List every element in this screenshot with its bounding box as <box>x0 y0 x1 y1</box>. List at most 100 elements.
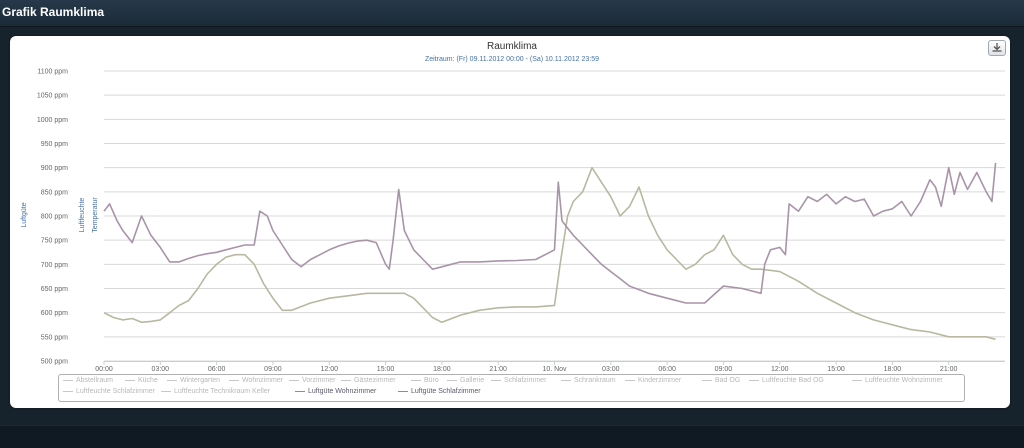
x-tick-label: 21:00 <box>940 366 958 373</box>
x-tick-label: 18:00 <box>433 366 451 373</box>
legend-label: Kinderzimmer <box>638 377 682 384</box>
legend-label: Bad OG <box>715 377 741 384</box>
window-title: Grafik Raumklima <box>2 5 105 19</box>
y-tick-label: 850 ppm <box>41 189 68 196</box>
y-tick-label: 500 ppm <box>41 359 68 366</box>
download-icon <box>992 43 1002 52</box>
x-tick-label: 21:00 <box>489 366 507 373</box>
y-tick-label: 750 ppm <box>41 238 68 245</box>
legend-item[interactable]: Bad OG <box>702 377 740 384</box>
legend-swatch-icon <box>411 379 421 381</box>
y-tick-label: 650 ppm <box>41 286 68 293</box>
legend-swatch-icon <box>125 379 135 381</box>
legend-swatch-icon <box>852 379 862 381</box>
legend-label: Luftfeuchte Wohnzimmer <box>865 377 943 384</box>
legend-swatch-icon <box>398 390 408 392</box>
x-tick-label: 06:00 <box>658 366 676 373</box>
legend-swatch-icon <box>229 379 239 381</box>
y-tick-label: 950 ppm <box>41 141 68 148</box>
legend-item[interactable]: Küche <box>125 377 158 384</box>
legend-label: Wohnzimmer <box>242 377 284 384</box>
legend-item[interactable]: Luftfeuchte Technikraum Keller <box>161 388 270 395</box>
legend-swatch-icon <box>161 390 171 392</box>
legend-item[interactable]: Büro <box>411 377 439 384</box>
legend-item[interactable]: Vorzimmer <box>289 377 335 384</box>
legend-swatch-icon <box>167 379 177 381</box>
legend-label: Schlafzimmer <box>504 377 547 384</box>
y-axis-title-luftfeuchte: Luftfeuchte <box>79 198 86 233</box>
legend-label: Abstellraum <box>76 377 113 384</box>
legend-label: Gästezimmer <box>354 377 396 384</box>
x-tick-label: 09:00 <box>264 366 282 373</box>
y-tick-label: 800 ppm <box>41 214 68 221</box>
grid-layer <box>103 70 1005 365</box>
legend-swatch-icon <box>289 379 299 381</box>
legend-item[interactable]: Luftfeuchte Wohnzimmer <box>852 377 943 384</box>
x-tick-label: 18:00 <box>884 366 902 373</box>
chart-subtitle: Zeitraum: (Fr) 09.11.2012 00:00 - (Sa) 1… <box>425 56 599 63</box>
x-tick-label: 12:00 <box>771 366 789 373</box>
legend-swatch-icon <box>561 379 571 381</box>
legend-label: Luftfeuchte Bad OG <box>762 377 824 384</box>
legend-label: Wintergarten <box>180 377 221 384</box>
window-header: Grafik Raumklima <box>0 0 1024 27</box>
y-tick-label: 700 ppm <box>41 262 68 269</box>
x-tick-label: 09:00 <box>715 366 733 373</box>
export-button[interactable] <box>988 40 1006 56</box>
series-layer <box>103 162 997 341</box>
y-axis-ticks: 500 ppm 550 ppm 600 ppm 650 ppm 700 ppm 750 p… <box>37 69 68 366</box>
x-tick-label: 15:00 <box>827 366 845 373</box>
legend-label: Luftgüte Schlafzimmer <box>411 388 481 395</box>
x-tick-label: 15:00 <box>377 366 395 373</box>
series-line-1 <box>103 166 996 341</box>
x-tick-label: 03:00 <box>152 366 170 373</box>
x-tick-label: 12:00 <box>320 366 338 373</box>
legend-item[interactable]: Luftgüte Schlafzimmer <box>398 388 481 395</box>
legend-item[interactable]: Schrankraum <box>561 377 616 384</box>
legend-label: Luftfeuchte Schlafzimmer <box>76 388 155 395</box>
legend-swatch-icon <box>749 379 759 381</box>
x-tick-label: 06:00 <box>208 366 226 373</box>
y-tick-label: 1000 ppm <box>37 117 68 124</box>
y-axis-title: Luftgüte <box>21 202 28 227</box>
legend-swatch-icon <box>63 390 73 392</box>
legend-item[interactable]: Wintergarten <box>167 377 220 384</box>
legend-label: Küche <box>138 377 158 384</box>
series-line-2 <box>103 162 997 304</box>
legend-swatch-icon <box>447 379 457 381</box>
bottom-bar <box>0 426 1024 448</box>
chart-legend: Abstellraum Küche Wintergarten Wohnzimmer Vo… <box>58 374 965 402</box>
legend-label: Schrankraum <box>574 377 616 384</box>
legend-item[interactable]: Luftgüte Wohnzimmer <box>295 388 376 395</box>
y-tick-label: 1050 ppm <box>37 93 68 100</box>
legend-swatch-icon <box>702 379 712 381</box>
y-tick-label: 1100 ppm <box>37 69 68 76</box>
legend-item[interactable]: Kinderzimmer <box>625 377 681 384</box>
legend-label: Gallerie <box>460 377 485 384</box>
legend-swatch-icon <box>341 379 351 381</box>
legend-swatch-icon <box>625 379 635 381</box>
y-tick-label: 550 ppm <box>41 334 68 341</box>
legend-label: Luftfeuchte Technikraum Keller <box>174 388 270 395</box>
x-tick-label: 03:00 <box>602 366 620 373</box>
legend-item[interactable]: Wohnzimmer <box>229 377 283 384</box>
legend-swatch-icon <box>295 390 305 392</box>
x-axis-ticks: 00:00 03:00 06:00 09:00 12:00 15:00 18:00 21:00… <box>95 366 957 373</box>
x-tick-label: 10. Nov <box>542 366 567 373</box>
legend-item[interactable]: Luftfeuchte Bad OG <box>749 377 824 384</box>
legend-item[interactable]: Schlafzimmer <box>491 377 546 384</box>
legend-label: Luftgüte Wohnzimmer <box>308 388 377 395</box>
y-tick-label: 900 ppm <box>41 165 68 172</box>
legend-label: Vorzimmer <box>302 377 336 384</box>
legend-label: Büro <box>424 377 439 384</box>
legend-swatch-icon <box>491 379 501 381</box>
y-axis-title-temperatur: Temperatur <box>92 197 99 233</box>
chart-card <box>10 36 1010 408</box>
legend-item[interactable]: Gallerie <box>447 377 484 384</box>
legend-item[interactable]: Gästezimmer <box>341 377 396 384</box>
y-tick-label: 600 ppm <box>41 310 68 317</box>
legend-item[interactable]: Abstellraum <box>63 377 113 384</box>
legend-swatch-icon <box>63 379 73 381</box>
legend-item[interactable]: Luftfeuchte Schlafzimmer <box>63 388 155 395</box>
